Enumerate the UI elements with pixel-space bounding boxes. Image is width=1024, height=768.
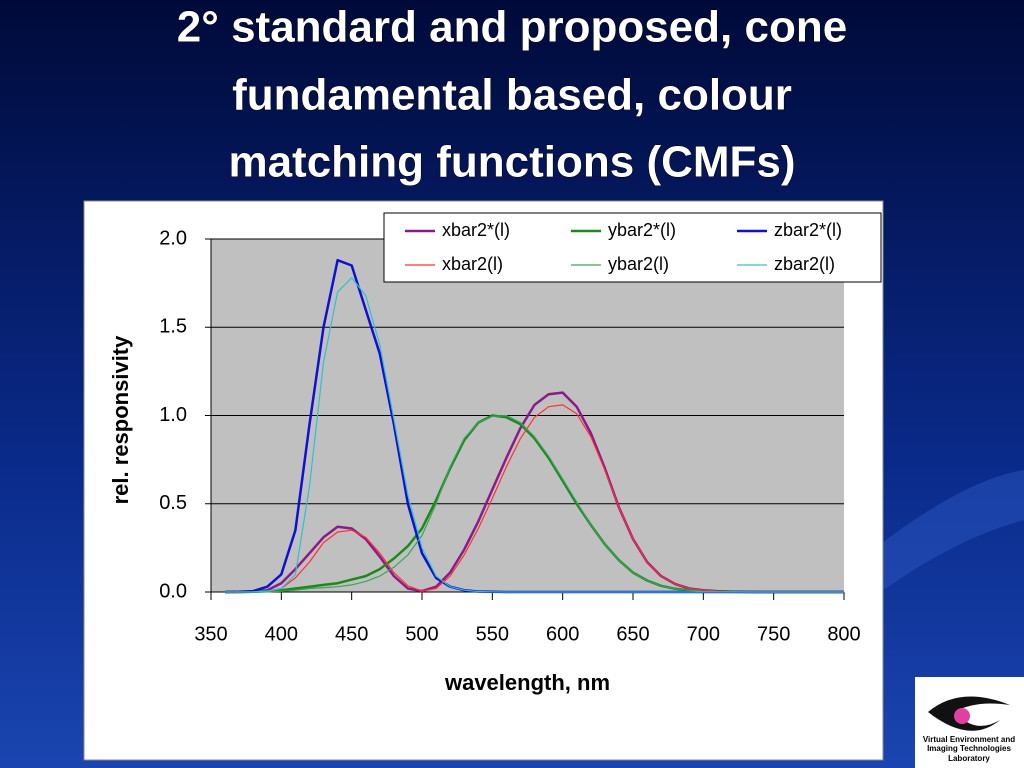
y-tick-label: 1.0	[159, 404, 187, 426]
slide-title: 2° standard and proposed, cone fundament…	[176, 2, 847, 187]
legend-label: xbar2(l)	[442, 254, 503, 274]
x-tick-label: 500	[405, 623, 438, 645]
logo-text: Imaging Technologies	[927, 744, 1011, 753]
title-line: fundamental based, colour	[232, 71, 792, 120]
y-tick-label: 0.0	[159, 580, 187, 602]
x-tick-label: 700	[687, 623, 720, 645]
series-line	[225, 277, 844, 593]
x-tick-label: 400	[265, 623, 298, 645]
legend-label: zbar2*(l)	[774, 220, 842, 240]
x-tick-label: 550	[476, 623, 509, 645]
logo-text: Virtual Environment and	[923, 735, 1015, 744]
legend-label: ybar2*(l)	[608, 220, 676, 240]
x-tick-label: 750	[757, 623, 790, 645]
y-axis-label: rel. responsivity	[108, 335, 133, 505]
x-axis-label: wavelength, nm	[444, 670, 610, 695]
logo-text: Laboratory	[948, 754, 990, 763]
title-line: matching functions (CMFs)	[228, 138, 795, 187]
legend-label: ybar2(l)	[608, 254, 669, 274]
logo-eye	[928, 696, 1010, 731]
x-tick-label: 600	[546, 623, 579, 645]
x-tick-label: 800	[827, 623, 860, 645]
x-tick-label: 350	[194, 623, 227, 645]
legend-label: zbar2(l)	[774, 254, 835, 274]
chart: 0.0 0.5 1.0 1.5 2.0 350 400 450 500 550 600 650 700 7…	[108, 212, 882, 695]
decoration	[860, 470, 1024, 600]
y-tick-label: 0.5	[159, 492, 187, 514]
x-tick-label: 450	[335, 623, 368, 645]
y-tick-label: 2.0	[159, 227, 187, 249]
legend-label: xbar2*(l)	[442, 220, 510, 240]
x-tick-label: 650	[616, 623, 649, 645]
y-tick-label: 1.5	[159, 316, 187, 338]
legend	[383, 212, 882, 283]
title-line: 2° standard and proposed, cone	[177, 3, 847, 52]
logo-iris	[954, 708, 970, 724]
logo	[915, 677, 1024, 768]
